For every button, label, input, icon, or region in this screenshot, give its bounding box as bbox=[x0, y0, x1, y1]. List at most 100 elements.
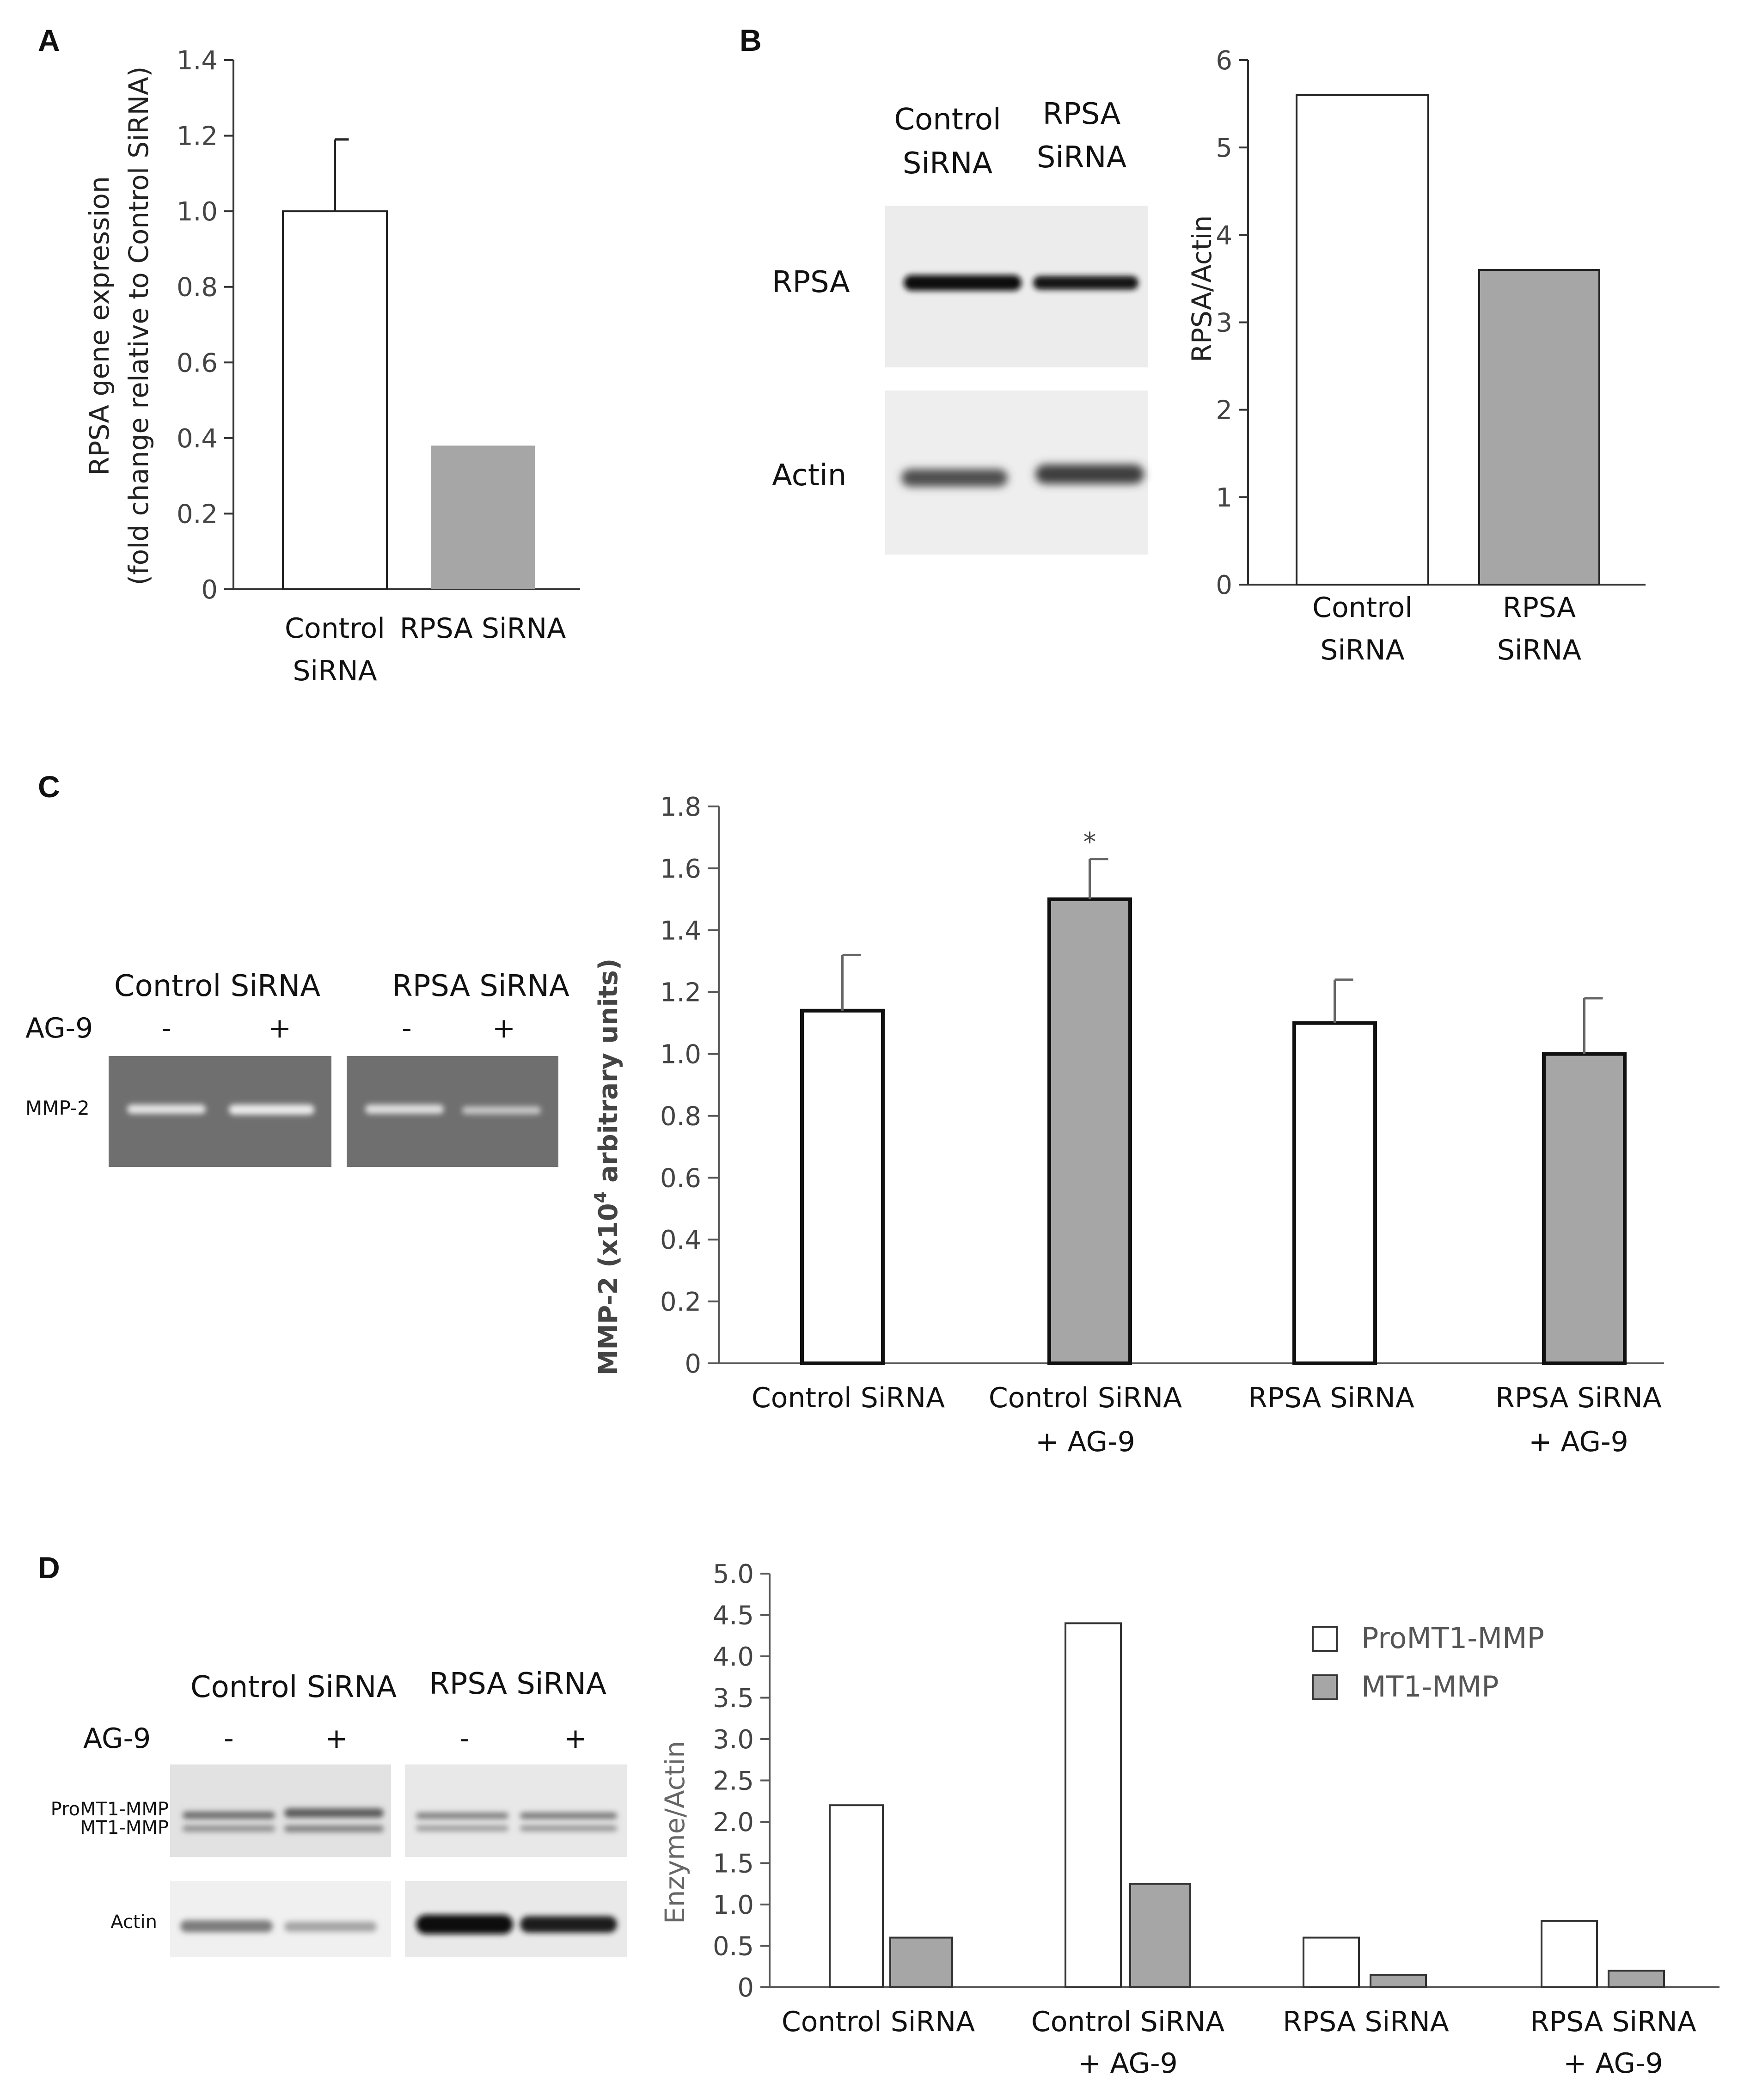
chart-b-ytick-label: 3 bbox=[1216, 308, 1232, 338]
chart-c-bar bbox=[1292, 1021, 1377, 1365]
legend-swatch-promt1-mmp bbox=[1312, 1626, 1338, 1652]
chart-a-ytick-label: 0 bbox=[201, 575, 218, 605]
chart-d-bar-mt1-mmp bbox=[889, 1936, 953, 1989]
chart-c-ytick-label: 1.0 bbox=[660, 1040, 701, 1070]
gel-c-band-3 bbox=[365, 1105, 444, 1114]
legend-label-mt1-mmp: MT1-MMP bbox=[1361, 1670, 1499, 1703]
chart-d-ytick-label: 0 bbox=[737, 1973, 754, 2003]
blot-d-band-label-pro: ProMT1-MMP bbox=[51, 1799, 169, 1820]
panel-b-letter: B bbox=[740, 23, 762, 57]
gel-c-group-rpsa: RPSA SiRNA bbox=[392, 969, 569, 1003]
chart-d-category-label: Control SiRNA bbox=[782, 2006, 975, 2038]
blot-b-row-rpsa: RPSA bbox=[772, 265, 850, 299]
chart-c-ytick-label: 0.6 bbox=[660, 1163, 701, 1193]
blot-d-band-mt1-1 bbox=[183, 1825, 275, 1831]
chart-c-category-label: RPSA SiRNA bbox=[1248, 1382, 1414, 1414]
chart-a-ytick-label: 1.2 bbox=[177, 122, 218, 152]
blot-b-band-rpsa-1 bbox=[904, 275, 1022, 291]
blot-d-band-pro-2 bbox=[284, 1808, 384, 1818]
chart-b-bar bbox=[1296, 94, 1429, 586]
chart-b-category-label: Control bbox=[1312, 592, 1413, 624]
chart-b-category-label: SiRNA bbox=[1320, 634, 1404, 666]
blot-b-band-actin-2 bbox=[1035, 464, 1144, 484]
chart-d-bar-promt1-mmp bbox=[829, 1804, 884, 1988]
blot-b-band-actin-1 bbox=[901, 469, 1008, 487]
blot-d-band-pro-1 bbox=[183, 1812, 275, 1819]
legend-swatch-mt1-mmp bbox=[1312, 1674, 1338, 1700]
chart-c-category-label: + AG-9 bbox=[1035, 1426, 1135, 1458]
chart-a-ytick-label: 0.4 bbox=[177, 424, 218, 454]
blot-d-band-mt1-4 bbox=[520, 1825, 617, 1831]
chart-d-ytick-label: 1.5 bbox=[713, 1849, 754, 1879]
chart-c-ytick-label: 0 bbox=[685, 1349, 701, 1379]
blot-d-group-control: Control SiRNA bbox=[190, 1670, 397, 1704]
blot-d-band-mt1-2 bbox=[284, 1825, 384, 1832]
chart-a-ytick-label: 0.2 bbox=[177, 499, 218, 529]
panel-d-ylabel: Enzyme/Actin bbox=[659, 1741, 691, 1924]
gel-c-band-1 bbox=[127, 1105, 206, 1114]
chart-c-category-label: Control SiRNA bbox=[752, 1382, 945, 1414]
blot-b-header-2b: SiRNA bbox=[1037, 140, 1127, 175]
chart-c-ytick-label: 1.6 bbox=[660, 854, 701, 884]
panel-c-gel: Control SiRNA RPSA SiRNA AG-9 - + - + MM… bbox=[25, 969, 569, 1167]
chart-d-bar-mt1-mmp bbox=[1608, 1970, 1665, 1989]
chart-a-ytick-label: 0.8 bbox=[177, 273, 218, 303]
chart-c-bar bbox=[1047, 897, 1132, 1366]
chart-b-bar bbox=[1478, 269, 1600, 586]
chart-c-category-label: RPSA SiRNA bbox=[1495, 1382, 1662, 1414]
blot-d-actin-label: Actin bbox=[110, 1911, 157, 1933]
chart-b-ytick-label: 0 bbox=[1216, 570, 1232, 600]
chart-d-bar-mt1-mmp bbox=[1129, 1883, 1191, 1988]
blot-b-band-rpsa-2 bbox=[1033, 276, 1138, 290]
chart-d-category-label: RPSA SiRNA bbox=[1283, 2006, 1449, 2038]
panel-a-ylabel-line2: (fold change relative to Control SiRNA) bbox=[123, 67, 154, 586]
blot-b-header-1b: SiRNA bbox=[903, 147, 993, 181]
panel-b-ylabel: RPSA/Actin bbox=[1186, 215, 1218, 363]
chart-d-ytick-label: 3.5 bbox=[713, 1684, 754, 1714]
chart-c-ytick-label: 1.2 bbox=[660, 978, 701, 1008]
chart-d-ytick-label: 4.5 bbox=[713, 1601, 754, 1631]
blot-d-actin-band-3 bbox=[416, 1915, 513, 1934]
chart-b-category-label: SiRNA bbox=[1497, 634, 1581, 666]
chart-c-category-label: Control SiRNA bbox=[989, 1382, 1182, 1414]
chart-b-ytick-label: 6 bbox=[1216, 46, 1232, 76]
blot-d-group-rpsa: RPSA SiRNA bbox=[429, 1667, 606, 1701]
chart-c-category-label: + AG-9 bbox=[1529, 1426, 1628, 1458]
chart-d-ytick-label: 2.5 bbox=[713, 1766, 754, 1796]
chart-d-ytick-label: 2.0 bbox=[713, 1807, 754, 1838]
chart-d-category-label: + AG-9 bbox=[1563, 2047, 1663, 2080]
chart-a-bar bbox=[431, 446, 535, 589]
gel-c-sign-4: + bbox=[492, 1012, 515, 1044]
panel-c-ylabel: MMP-2 (x104 arbitrary units) bbox=[591, 958, 624, 1376]
chart-c-bar bbox=[800, 1008, 885, 1365]
chart-d-ytick-label: 0.5 bbox=[713, 1932, 754, 1962]
panel-a-ylabel-line1: RPSA gene expression bbox=[84, 176, 115, 476]
chart-b-ytick-label: 1 bbox=[1216, 483, 1232, 513]
blot-d-sign-2: + bbox=[325, 1722, 348, 1755]
blot-b-row-actin: Actin bbox=[772, 458, 846, 493]
panel-a-letter: A bbox=[38, 23, 60, 57]
gel-c-sign-2: + bbox=[268, 1012, 291, 1044]
blot-d-sign-1: - bbox=[224, 1722, 234, 1755]
chart-d-ytick-label: 3.0 bbox=[713, 1725, 754, 1755]
chart-c-significance-mark: * bbox=[1083, 827, 1096, 857]
chart-d-category-label: RPSA SiRNA bbox=[1530, 2006, 1696, 2038]
chart-b-ytick-label: 2 bbox=[1216, 396, 1232, 426]
panel-a-chart: 0 0.2 0.4 0.6 0.8 1.0 1.2 1.4 Control SiRNA RPSA S… bbox=[177, 46, 580, 687]
gel-c-band-4 bbox=[462, 1106, 541, 1114]
chart-d-ytick-label: 1.0 bbox=[713, 1890, 754, 1920]
gel-c-group-control: Control SiRNA bbox=[114, 969, 320, 1003]
chart-d-category-label: + AG-9 bbox=[1078, 2047, 1178, 2080]
blot-b-header-1a: Control bbox=[894, 103, 1001, 137]
chart-c-ytick-label: 1.4 bbox=[660, 916, 701, 946]
blot-d-band-mt1-3 bbox=[416, 1825, 508, 1831]
chart-b-ytick-label: 4 bbox=[1216, 220, 1232, 250]
chart-b-category-label: RPSA bbox=[1503, 592, 1576, 624]
chart-d-ytick-label: 4.0 bbox=[713, 1642, 754, 1672]
chart-d-bar-promt1-mmp bbox=[1303, 1936, 1360, 1989]
blot-d-actin-band-1 bbox=[180, 1920, 273, 1932]
chart-a-category-label: Control bbox=[285, 612, 385, 645]
gel-c-sign-1: - bbox=[161, 1012, 171, 1044]
chart-a-ytick-label: 0.6 bbox=[177, 348, 218, 378]
